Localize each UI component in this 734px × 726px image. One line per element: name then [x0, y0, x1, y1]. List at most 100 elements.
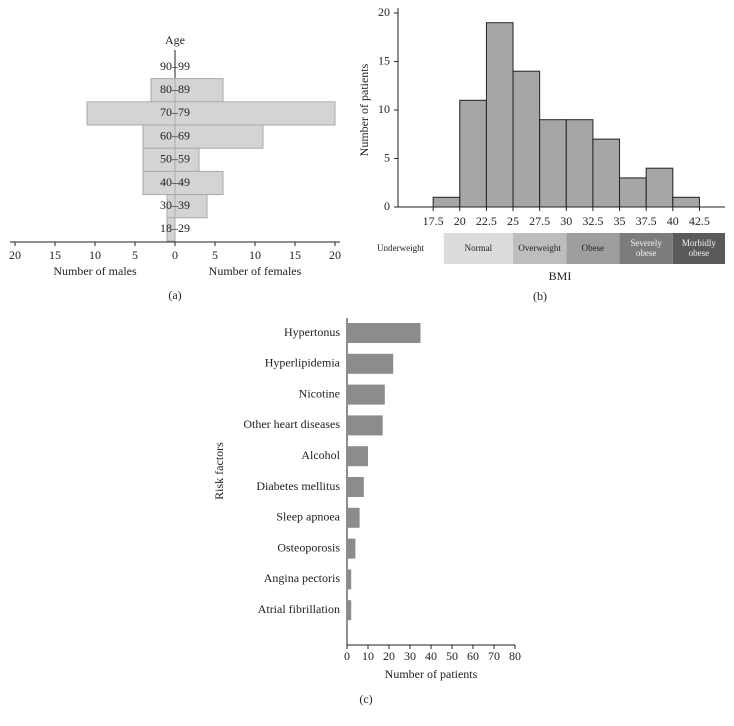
- x-tick-label: 20: [329, 248, 341, 262]
- x-tick-label: 40: [667, 214, 679, 228]
- y-tick-label: 80–89: [160, 82, 190, 96]
- x-tick-label: 70: [488, 649, 500, 663]
- bmi-class-label-box: Overweight: [518, 242, 561, 253]
- x-tick-label: 20: [9, 248, 21, 262]
- bar: [347, 353, 394, 374]
- bar: [347, 600, 352, 621]
- panel-label: (b): [533, 289, 547, 303]
- y-tick-label: Hyperlipidemia: [265, 356, 341, 370]
- bar: [512, 70, 541, 208]
- bar: [174, 194, 208, 219]
- y-tick-label: Angina pectoris: [264, 571, 341, 585]
- panel-label: (a): [168, 288, 181, 302]
- y-tick-label: 60–69: [160, 128, 190, 142]
- y-tick-label: 20: [378, 5, 390, 19]
- bar: [347, 384, 385, 405]
- bar: [174, 101, 336, 126]
- axis-title: Number of males: [53, 264, 137, 278]
- bar: [592, 138, 621, 208]
- y-tick-label: 70–79: [160, 105, 190, 119]
- bar: [347, 323, 421, 343]
- x-tick-label: 37.5: [636, 214, 657, 228]
- x-tick-label: 35: [614, 214, 626, 228]
- x-tick-label: 5: [212, 248, 218, 262]
- x-tick-label: 10: [362, 649, 374, 663]
- x-tick-label: 42.5: [689, 214, 710, 228]
- x-tick-label: 22.5: [476, 214, 497, 228]
- y-tick-label: 50–59: [160, 152, 190, 166]
- bar: [166, 217, 176, 242]
- bar: [645, 167, 674, 208]
- x-tick-label: 15: [49, 248, 61, 262]
- x-tick-label: 20: [383, 649, 395, 663]
- y-tick-label: Alcohol: [301, 448, 340, 462]
- y-tick-label: Sleep apnoea: [276, 510, 340, 524]
- y-tick-label: 15: [378, 53, 390, 67]
- x-tick-label: 17.5: [423, 214, 444, 228]
- x-tick-label: 5: [132, 248, 138, 262]
- bmi-class-label-box: Underweight: [377, 242, 425, 253]
- x-tick-label: 30: [560, 214, 572, 228]
- y-tick-label: Other heart diseases: [243, 417, 340, 431]
- y-tick-label: 30–39: [160, 198, 190, 212]
- axis-title: Number of patients: [357, 63, 371, 156]
- bar: [539, 119, 567, 208]
- x-tick-label: 27.5: [529, 214, 550, 228]
- x-tick-label: 0: [172, 248, 178, 262]
- axis-title: Number of females: [209, 264, 302, 278]
- bmi-class-label-box: Obese: [581, 242, 605, 253]
- x-tick-label: 25: [507, 214, 519, 228]
- bmi-class-band: [619, 233, 673, 264]
- bar: [565, 119, 594, 208]
- x-tick-label: 15: [289, 248, 301, 262]
- y-tick-label: 0: [384, 199, 390, 213]
- bar: [432, 196, 461, 208]
- x-tick-label: 80: [509, 649, 521, 663]
- bmi-class-label-box: Severely obese: [630, 237, 662, 258]
- y-tick-label: Hypertonus: [284, 325, 340, 339]
- bar: [347, 538, 356, 559]
- y-tick-label: 10: [378, 102, 390, 116]
- bar: [485, 22, 514, 208]
- axis-title: Number of patients: [385, 667, 478, 681]
- bmi-class-label: Severely obese: [630, 237, 662, 258]
- bmi-class-band: [672, 233, 725, 264]
- bmi-class-label-box: Morbidly obese: [681, 237, 716, 258]
- bar: [174, 124, 264, 149]
- axis-title: Risk factors: [212, 442, 226, 500]
- x-tick-label: 0: [344, 649, 350, 663]
- y-tick-label: Osteoporosis: [277, 540, 340, 554]
- y-tick-label: 18–29: [160, 221, 190, 235]
- bmi-class-label-box: Normal: [464, 242, 493, 253]
- bmi-class-band: [513, 233, 567, 264]
- bmi-class-label: Obese: [581, 242, 605, 253]
- y-tick-label: 5: [384, 150, 390, 164]
- axis-title: BMI: [549, 269, 572, 283]
- y-tick-label: Nicotine: [299, 386, 340, 400]
- x-tick-label: 10: [89, 248, 101, 262]
- x-tick-label: 60: [467, 649, 479, 663]
- x-tick-label: 20: [454, 214, 466, 228]
- x-tick-label: 10: [249, 248, 261, 262]
- bar: [347, 446, 368, 467]
- bmi-class-label: Overweight: [518, 242, 561, 253]
- x-tick-label: 50: [446, 649, 458, 663]
- y-tick-label: 90–99: [160, 59, 190, 73]
- y-tick-label: Atrial fibrillation: [258, 602, 340, 616]
- y-tick-label: 40–49: [160, 175, 190, 189]
- x-tick-label: 40: [425, 649, 437, 663]
- x-tick-label: 32.5: [582, 214, 603, 228]
- bar: [347, 569, 352, 590]
- bmi-class-label: Normal: [464, 242, 493, 253]
- panel-label: (c): [359, 692, 372, 706]
- x-tick-label: 30: [404, 649, 416, 663]
- bmi-class-band: [566, 233, 620, 264]
- bmi-class-label: Morbidly obese: [681, 237, 716, 258]
- bar: [619, 177, 647, 208]
- bar: [459, 99, 487, 208]
- bmi-class-band: [357, 233, 444, 264]
- bar: [347, 477, 364, 497]
- bmi-class-label: Underweight: [377, 242, 425, 253]
- y-tick-label: Diabetes mellitus: [256, 479, 340, 493]
